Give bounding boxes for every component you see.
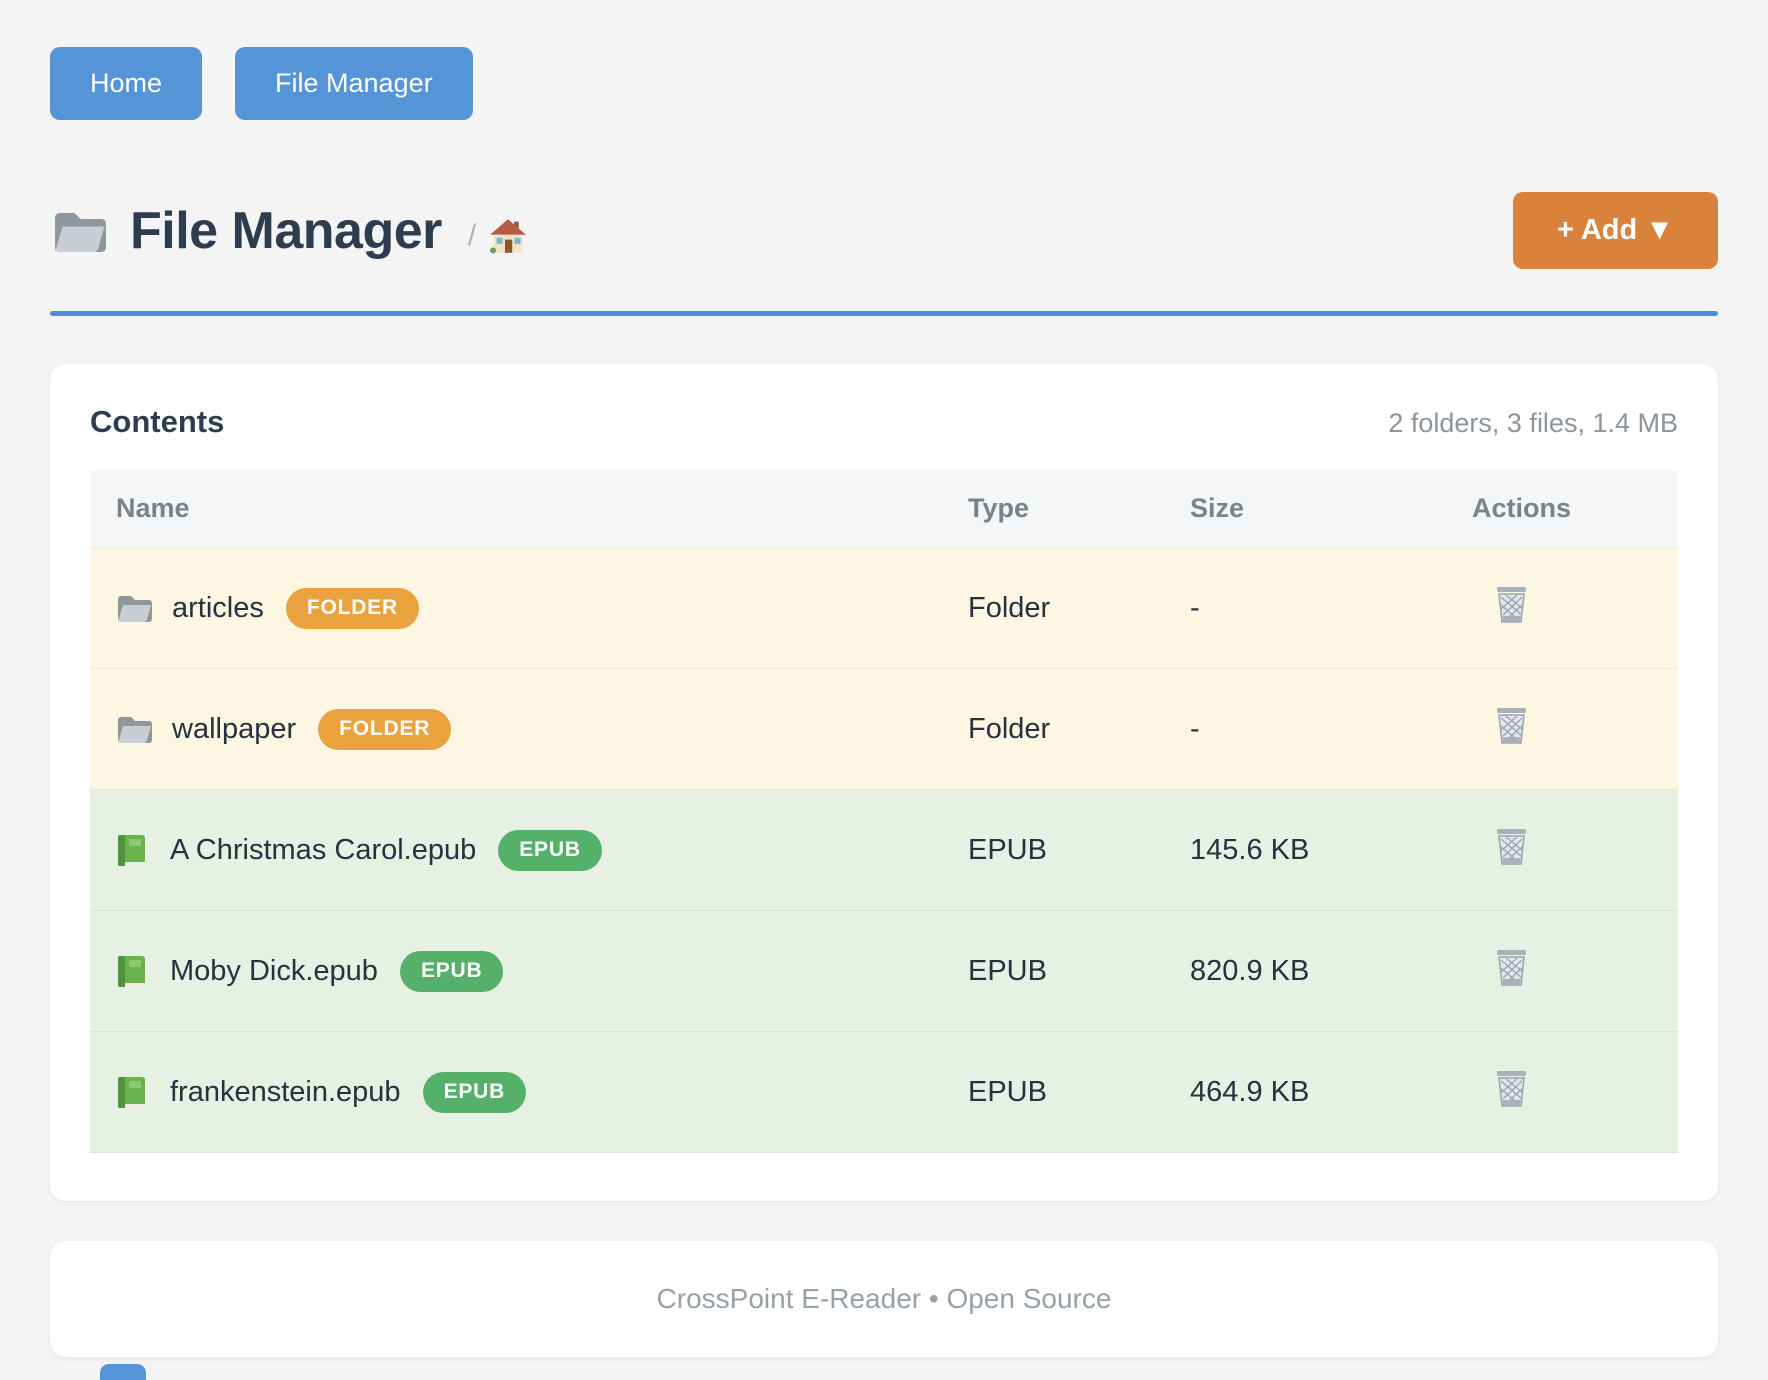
file-type: Folder xyxy=(968,712,1051,745)
trash-icon xyxy=(1496,586,1527,623)
contents-heading: Contents xyxy=(90,404,225,439)
epub-badge: EPUB xyxy=(422,1071,527,1113)
trash-icon xyxy=(1496,1070,1527,1107)
file-type: EPUB xyxy=(968,1075,1047,1108)
delete-button[interactable] xyxy=(1494,1069,1529,1107)
footer-text: CrossPoint E-Reader • Open Source xyxy=(656,1283,1112,1314)
file-table: Name Type Size Actions articles FOLDER F… xyxy=(90,470,1678,1153)
house-icon[interactable] xyxy=(490,218,527,254)
breadcrumb-separator: / xyxy=(467,218,477,252)
table-header-row: Name Type Size Actions xyxy=(90,470,1678,548)
file-size: 145.6 KB xyxy=(1190,833,1310,866)
delete-button[interactable] xyxy=(1494,706,1529,744)
contents-summary: 2 folders, 3 files, 1.4 MB xyxy=(1388,408,1678,438)
add-button[interactable]: + Add ▼ xyxy=(1512,192,1718,269)
file-name: Moby Dick.epub xyxy=(170,954,378,987)
trash-icon xyxy=(1496,828,1527,865)
title-divider xyxy=(50,311,1718,316)
delete-button[interactable] xyxy=(1494,827,1529,865)
title-group: File Manager / xyxy=(50,201,527,261)
epub-badge: EPUB xyxy=(399,950,504,992)
page-title: File Manager xyxy=(130,201,442,260)
top-nav: Home File Manager xyxy=(50,47,1718,120)
table-row[interactable]: Moby Dick.epub EPUB EPUB 820.9 KB xyxy=(90,911,1678,1032)
table-row[interactable]: A Christmas Carol.epub EPUB EPUB 145.6 K… xyxy=(90,790,1678,911)
file-type: EPUB xyxy=(968,833,1047,866)
column-header-size: Size xyxy=(1190,493,1245,523)
file-size: - xyxy=(1190,712,1200,745)
book-icon xyxy=(118,955,145,987)
file-type: EPUB xyxy=(968,954,1047,987)
contents-card-header: Contents 2 folders, 3 files, 1.4 MB xyxy=(90,404,1678,440)
folder-icon xyxy=(55,212,106,252)
table-row[interactable]: wallpaper FOLDER Folder - xyxy=(90,669,1678,790)
folder-icon xyxy=(118,717,152,744)
file-name: A Christmas Carol.epub xyxy=(170,833,477,866)
file-manager-nav-button[interactable]: File Manager xyxy=(235,47,473,120)
file-size: - xyxy=(1190,591,1200,624)
column-header-name: Name xyxy=(116,493,190,523)
book-icon xyxy=(118,1076,145,1108)
file-size: 464.9 KB xyxy=(1190,1075,1310,1108)
column-header-actions: Actions xyxy=(1472,493,1572,523)
column-header-type: Type xyxy=(968,493,1030,523)
trash-icon xyxy=(1496,707,1527,744)
file-size: 820.9 KB xyxy=(1190,954,1310,987)
folder-icon xyxy=(118,596,152,623)
book-icon xyxy=(118,834,145,866)
delete-button[interactable] xyxy=(1494,585,1529,623)
trash-icon xyxy=(1496,949,1527,986)
table-row[interactable]: frankenstein.epub EPUB EPUB 464.9 KB xyxy=(90,1032,1678,1153)
folder-badge: FOLDER xyxy=(285,587,419,629)
file-name: wallpaper xyxy=(172,712,297,745)
contents-card: Contents 2 folders, 3 files, 1.4 MB Name… xyxy=(50,364,1718,1201)
folder-badge: FOLDER xyxy=(318,708,452,750)
table-row[interactable]: articles FOLDER Folder - xyxy=(90,548,1678,669)
file-type: Folder xyxy=(968,591,1051,624)
file-name: articles xyxy=(172,591,264,624)
page-header: File Manager / + Add ▼ xyxy=(50,192,1718,269)
file-name: frankenstein.epub xyxy=(170,1075,401,1108)
cutoff-button-fragment[interactable] xyxy=(100,1364,146,1380)
delete-button[interactable] xyxy=(1494,948,1529,986)
home-nav-button[interactable]: Home xyxy=(50,47,203,120)
epub-badge: EPUB xyxy=(498,829,602,871)
footer-card: CrossPoint E-Reader • Open Source xyxy=(50,1241,1718,1357)
